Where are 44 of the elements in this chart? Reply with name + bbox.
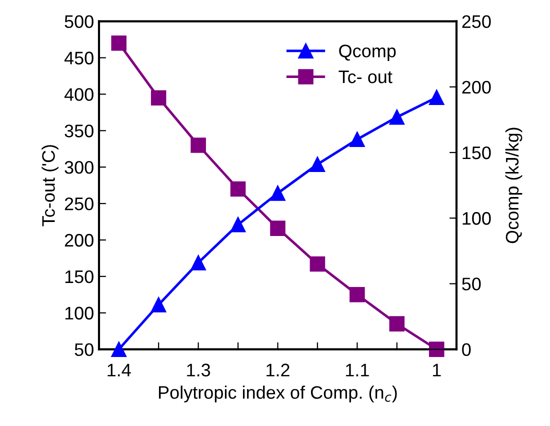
point (310, 156, 326, 172)
y-tick-label: 100 (65, 306, 94, 320)
point (190, 138, 206, 153)
x-tick-label: 1 (432, 364, 441, 376)
y2-tick-label: 100 (462, 212, 491, 225)
point (111, 36, 126, 51)
x-tick-label: 1.2 (266, 364, 290, 376)
y-tick-label: 400 (64, 88, 94, 101)
y2-tick-label: 250 (462, 15, 491, 28)
y2-axis-title: Qcomp (kJ/kg) (505, 128, 522, 244)
y2-tick-label: 150 (462, 146, 491, 160)
point (429, 90, 444, 106)
x-tick-label: 1.3 (187, 364, 210, 376)
legend-label: Tc- out (338, 70, 392, 84)
y2-tick-label: 200 (462, 80, 491, 94)
y-tick-label: 500 (64, 15, 94, 28)
y2-tick-label: 0 (462, 343, 471, 356)
point (230, 181, 246, 197)
y-tick-label: 300 (64, 161, 94, 174)
y-axis-title: Tc-out ('C) (42, 145, 58, 226)
point (150, 297, 166, 312)
point (350, 132, 365, 148)
y-tick-label: 200 (64, 234, 94, 247)
point (230, 217, 246, 232)
point (150, 90, 166, 106)
y2-tick-label: 50 (462, 278, 481, 290)
y-tick-label: 250 (64, 197, 94, 210)
point (429, 342, 444, 357)
point (389, 316, 405, 332)
y-tick-label: 150 (65, 270, 94, 284)
point (389, 109, 405, 125)
y-tick-label: 450 (64, 52, 94, 64)
x-tick-label: 1.4 (108, 364, 131, 376)
point (270, 220, 286, 236)
point (350, 287, 365, 302)
point (111, 342, 126, 357)
point (270, 186, 286, 201)
point (190, 255, 206, 270)
y-tick-label: 50 (74, 343, 94, 356)
y-tick-label: 350 (64, 124, 94, 138)
point (310, 256, 326, 272)
legend-label: Qcomp (339, 44, 396, 61)
x-axis-title: Polytropic index of Comp. (n$_{c}$) (158, 386, 397, 402)
x-tick-label: 1.1 (346, 364, 369, 376)
